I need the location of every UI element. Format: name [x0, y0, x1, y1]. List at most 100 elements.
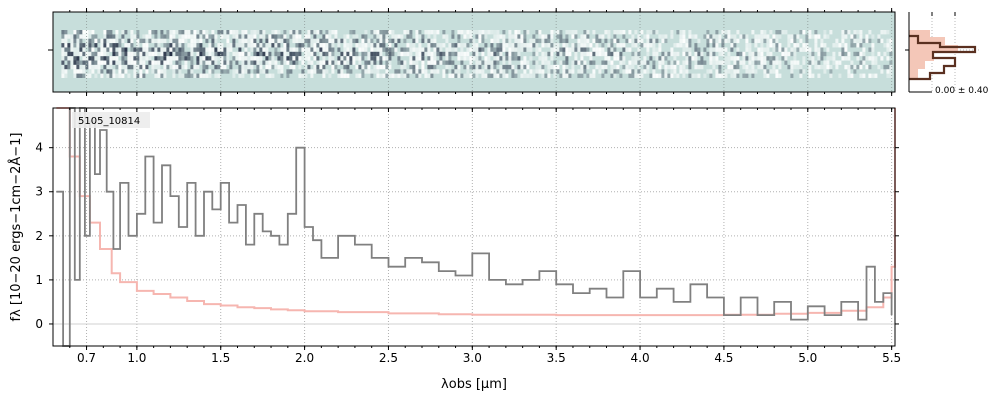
- heatmap-cell: [715, 30, 719, 35]
- heatmap-cell: [778, 30, 782, 35]
- heatmap-cell: [136, 30, 140, 35]
- heatmap-cell: [61, 64, 65, 70]
- heatmap-cell: [193, 43, 197, 48]
- heatmap-cell: [205, 64, 209, 70]
- heatmap-cell: [529, 73, 533, 78]
- heatmap-cell: [580, 56, 584, 61]
- heatmap-cell: [436, 51, 440, 57]
- heatmap-cell: [73, 73, 77, 78]
- heatmap-cell: [373, 43, 377, 48]
- heatmap-cell: [292, 64, 296, 70]
- heatmap-cell: [217, 73, 221, 78]
- heatmap-cell: [889, 51, 893, 57]
- heatmap-cell: [481, 69, 485, 74]
- heatmap-cell: [298, 34, 302, 39]
- heatmap-cell: [256, 47, 260, 52]
- heatmap-cell: [199, 47, 203, 52]
- heatmap-cell: [76, 38, 80, 44]
- heatmap-cell: [265, 69, 269, 74]
- heatmap-cell: [259, 30, 263, 35]
- heatmap-cell: [859, 73, 863, 78]
- heatmap-cell: [613, 30, 617, 35]
- heatmap-cell: [541, 43, 545, 48]
- heatmap-cell: [322, 34, 326, 39]
- heatmap-cell: [205, 47, 209, 52]
- heatmap-cell: [244, 38, 248, 44]
- heatmap-cell: [82, 60, 86, 65]
- heatmap-cell: [178, 69, 182, 74]
- heatmap-cell: [583, 43, 587, 48]
- heatmap-cell: [313, 43, 317, 48]
- heatmap-cell: [448, 60, 452, 65]
- heatmap-cell: [130, 56, 134, 61]
- heatmap-cell: [157, 69, 161, 74]
- heatmap-cell: [475, 60, 479, 65]
- heatmap-cell: [331, 47, 335, 52]
- heatmap-cell: [79, 43, 83, 48]
- heatmap-cell: [316, 60, 320, 65]
- heatmap-cell: [208, 51, 212, 57]
- heatmap-cell: [844, 56, 848, 61]
- heatmap-cell: [841, 30, 845, 35]
- heatmap-cell: [580, 73, 584, 78]
- heatmap-cell: [199, 30, 203, 35]
- heatmap-cell: [445, 69, 449, 74]
- heatmap-cell: [322, 60, 326, 65]
- heatmap-cell: [784, 47, 788, 52]
- heatmap-cell: [514, 51, 518, 57]
- heatmap-cell: [862, 56, 866, 61]
- heatmap-cell: [100, 38, 104, 44]
- heatmap-cell: [334, 30, 338, 35]
- heatmap-cell: [880, 30, 884, 35]
- heatmap-cell: [445, 38, 449, 44]
- heatmap-cell: [343, 64, 347, 70]
- heatmap-cell: [493, 47, 497, 52]
- heatmap-cell: [250, 47, 254, 52]
- heatmap-cell: [823, 60, 827, 65]
- heatmap-cell: [532, 73, 536, 78]
- heatmap-cell: [583, 30, 587, 35]
- heatmap-cell: [154, 60, 158, 65]
- heatmap-cell: [463, 34, 467, 39]
- heatmap-cell: [637, 69, 641, 74]
- heatmap-cell: [73, 30, 77, 35]
- heatmap-cell: [121, 47, 125, 52]
- heatmap-cell: [184, 38, 188, 44]
- heatmap-cell: [760, 34, 764, 39]
- heatmap-cell: [373, 34, 377, 39]
- heatmap-cell: [808, 64, 812, 70]
- heatmap-cell: [73, 51, 77, 57]
- heatmap-cell: [73, 60, 77, 65]
- heatmap-cell: [82, 69, 86, 74]
- heatmap-cell: [763, 47, 767, 52]
- heatmap-cell: [247, 34, 251, 39]
- heatmap-cell: [460, 60, 464, 65]
- heatmap-cell: [529, 43, 533, 48]
- heatmap-cell: [553, 73, 557, 78]
- heatmap-cell: [451, 30, 455, 35]
- heatmap-cell: [784, 51, 788, 57]
- heatmap-cell: [691, 56, 695, 61]
- heatmap-cell: [553, 64, 557, 70]
- heatmap-cell: [724, 30, 728, 35]
- heatmap-cell: [595, 51, 599, 57]
- heatmap-cell: [433, 69, 437, 74]
- heatmap-cell: [457, 51, 461, 57]
- heatmap-cell: [550, 43, 554, 48]
- heatmap-cell: [778, 34, 782, 39]
- heatmap-cell: [517, 51, 521, 57]
- heatmap-cell: [736, 73, 740, 78]
- heatmap-cell: [862, 73, 866, 78]
- heatmap-cell: [664, 69, 668, 74]
- heatmap-cell: [358, 56, 362, 61]
- heatmap-cell: [520, 47, 524, 52]
- heatmap-cell: [673, 60, 677, 65]
- heatmap-cell: [799, 30, 803, 35]
- heatmap-cell: [544, 51, 548, 57]
- heatmap-cell: [457, 56, 461, 61]
- heatmap-cell: [700, 64, 704, 70]
- heatmap-cell: [682, 43, 686, 48]
- heatmap-cell: [418, 30, 422, 35]
- heatmap-cell: [214, 51, 218, 57]
- heatmap-cell: [370, 47, 374, 52]
